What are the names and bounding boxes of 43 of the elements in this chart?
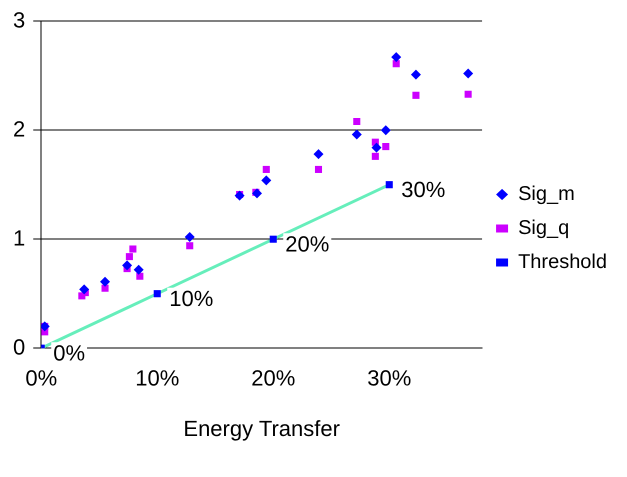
point (262, 166, 270, 173)
annotation: 0% (53, 340, 86, 366)
y-tick-label: 1 (12, 225, 26, 250)
y-tick-label: 3 (12, 7, 26, 32)
point (392, 60, 400, 68)
point (261, 175, 272, 186)
point (136, 272, 144, 280)
x-tick-label: 30% (367, 365, 412, 390)
point (314, 166, 322, 173)
point (186, 242, 194, 250)
y-tick-label: 0 (12, 334, 26, 360)
point (391, 52, 402, 62)
point (129, 245, 136, 253)
point (463, 68, 474, 79)
point (412, 92, 420, 99)
legend-label: Threshold (518, 251, 607, 274)
point (134, 264, 144, 275)
legend-label: Sig_q (518, 217, 570, 240)
annotation: 10% (169, 286, 214, 311)
annotation: 20% (285, 231, 330, 256)
point (79, 284, 90, 294)
x-axis-title: Energy Transfer (183, 416, 340, 441)
point (464, 90, 472, 98)
point (372, 142, 382, 153)
point (126, 253, 133, 260)
point (252, 188, 262, 198)
x-tick-label: 20% (251, 365, 296, 390)
x-tick-label: 0% (25, 365, 58, 390)
point (410, 70, 421, 80)
point (352, 130, 362, 140)
point (184, 232, 195, 242)
point (122, 260, 132, 270)
point (353, 118, 360, 126)
point (100, 276, 110, 287)
point (372, 152, 379, 160)
point (380, 125, 391, 136)
point (234, 190, 245, 201)
annotation: 30% (401, 176, 446, 202)
y-tick-label: 2 (12, 116, 26, 142)
point (382, 143, 390, 150)
x-tick-label: 10% (135, 365, 180, 390)
point (313, 149, 324, 160)
legend-label: Sig_m (518, 183, 575, 206)
